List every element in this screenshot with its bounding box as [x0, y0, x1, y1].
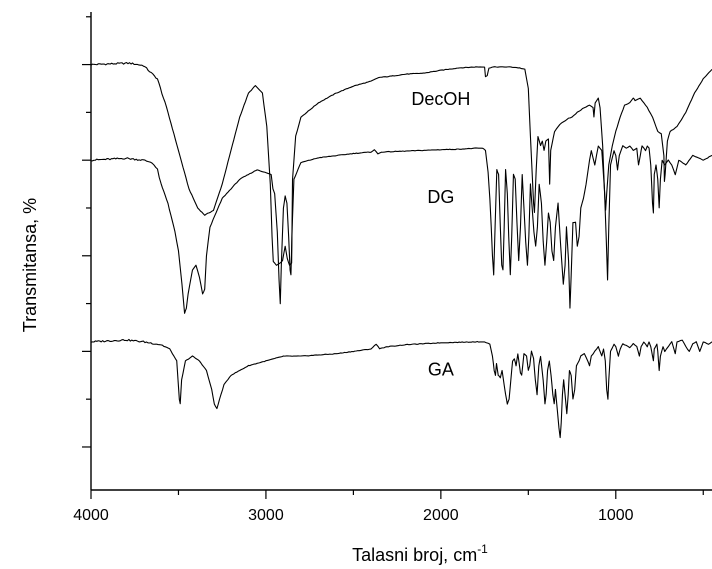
axis-ticks — [82, 16, 704, 499]
series-labels: DecOH DG GA — [411, 89, 470, 379]
x-tick-label: 1000 — [598, 507, 634, 524]
series-label-decoh: DecOH — [411, 89, 470, 109]
series-layer — [90, 61, 712, 439]
x-tick-label: 2000 — [423, 507, 459, 524]
x-tick-labels: 4000 3000 2000 1000 — [73, 507, 633, 524]
series-line-ga — [90, 338, 712, 439]
series-line-dg — [90, 145, 712, 314]
series-label-dg: DG — [427, 187, 454, 207]
y-axis-title: Transmitansa, % — [20, 198, 40, 332]
series-line-decoh — [90, 61, 712, 266]
x-tick-label: 4000 — [73, 507, 109, 524]
series-label-ga: GA — [428, 359, 454, 379]
x-tick-label: 3000 — [248, 507, 284, 524]
x-axis-title-superscript: -1 — [477, 542, 488, 556]
x-axis-title: Talasni broj, cm-1 — [352, 542, 488, 565]
